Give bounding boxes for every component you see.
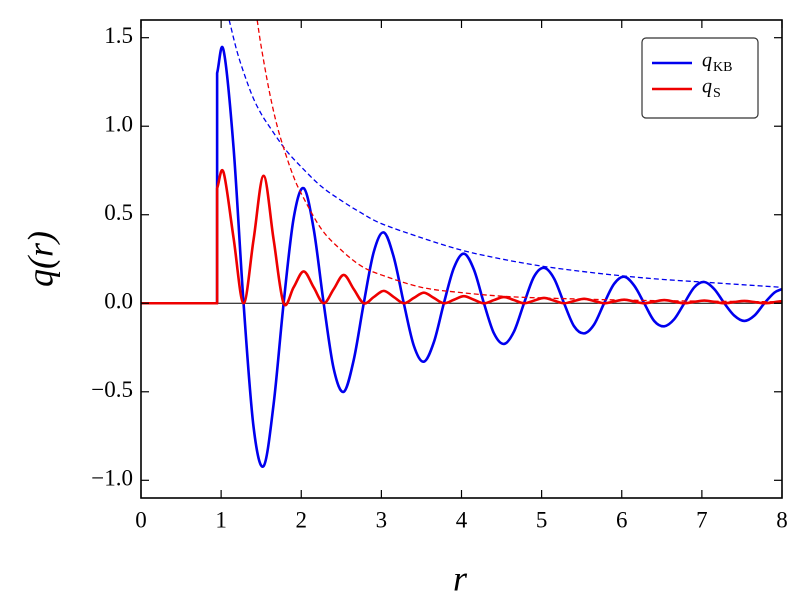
y-tick-label: −0.5 bbox=[91, 377, 133, 402]
legend-label: q bbox=[702, 50, 712, 72]
x-tick-label: 6 bbox=[616, 507, 628, 532]
legend-subscript: S bbox=[713, 86, 721, 101]
y-tick-label: 1.0 bbox=[104, 112, 133, 137]
x-tick-label: 7 bbox=[696, 507, 708, 532]
y-tick-label: −1.0 bbox=[91, 466, 133, 491]
x-tick-label: 0 bbox=[135, 507, 147, 532]
envelope-line bbox=[256, 20, 782, 303]
x-tick-label: 1 bbox=[215, 507, 227, 532]
envelope-line bbox=[228, 20, 782, 288]
x-tick-label: 2 bbox=[296, 507, 308, 532]
legend-box bbox=[641, 37, 759, 119]
x-tick-label: 4 bbox=[456, 507, 468, 532]
y-tick-label: 1.5 bbox=[104, 23, 133, 48]
series-line bbox=[141, 169, 782, 307]
x-tick-label: 8 bbox=[776, 507, 788, 532]
x-tick-label: 5 bbox=[536, 507, 548, 532]
y-axis-label: q(r) bbox=[20, 231, 60, 287]
legend-subscript: KB bbox=[713, 60, 732, 75]
legend-label: q bbox=[702, 76, 712, 98]
plot-area bbox=[141, 20, 782, 468]
x-axis-label: r bbox=[453, 558, 468, 598]
y-tick-label: 0.5 bbox=[104, 200, 133, 225]
legend: q KBq S bbox=[641, 37, 759, 119]
x-tick-label: 3 bbox=[376, 507, 388, 532]
y-tick-label: 0.0 bbox=[104, 289, 133, 314]
